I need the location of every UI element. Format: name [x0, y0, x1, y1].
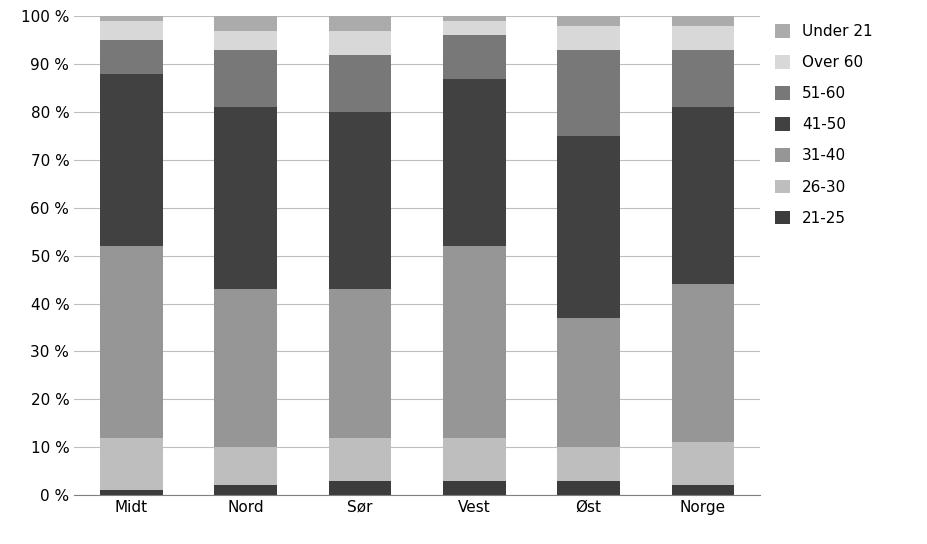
Bar: [214, 107, 277, 289]
Bar: [443, 78, 506, 246]
Bar: [100, 490, 163, 495]
Bar: [443, 481, 506, 495]
Bar: [671, 442, 734, 485]
Bar: [100, 246, 163, 437]
Bar: [214, 485, 277, 495]
Bar: [100, 74, 163, 246]
Bar: [100, 437, 163, 490]
Bar: [328, 16, 391, 30]
Bar: [557, 50, 620, 136]
Bar: [443, 21, 506, 35]
Bar: [328, 437, 391, 481]
Bar: [671, 26, 734, 50]
Bar: [557, 26, 620, 50]
Bar: [443, 246, 506, 437]
Bar: [214, 289, 277, 447]
Bar: [328, 30, 391, 54]
Bar: [100, 21, 163, 40]
Bar: [671, 285, 734, 442]
Bar: [671, 107, 734, 285]
Bar: [671, 16, 734, 26]
Bar: [557, 16, 620, 26]
Bar: [328, 112, 391, 289]
Bar: [443, 16, 506, 21]
Bar: [557, 447, 620, 481]
Bar: [100, 16, 163, 21]
Bar: [557, 481, 620, 495]
Bar: [214, 30, 277, 50]
Bar: [214, 447, 277, 485]
Bar: [671, 50, 734, 107]
Bar: [100, 40, 163, 74]
Bar: [557, 318, 620, 447]
Bar: [328, 54, 391, 112]
Bar: [214, 16, 277, 30]
Legend: Under 21, Over 60, 51-60, 41-50, 31-40, 26-30, 21-25: Under 21, Over 60, 51-60, 41-50, 31-40, …: [775, 24, 872, 226]
Bar: [328, 481, 391, 495]
Bar: [443, 437, 506, 481]
Bar: [443, 35, 506, 78]
Bar: [214, 50, 277, 107]
Bar: [557, 136, 620, 318]
Bar: [328, 289, 391, 437]
Bar: [671, 485, 734, 495]
